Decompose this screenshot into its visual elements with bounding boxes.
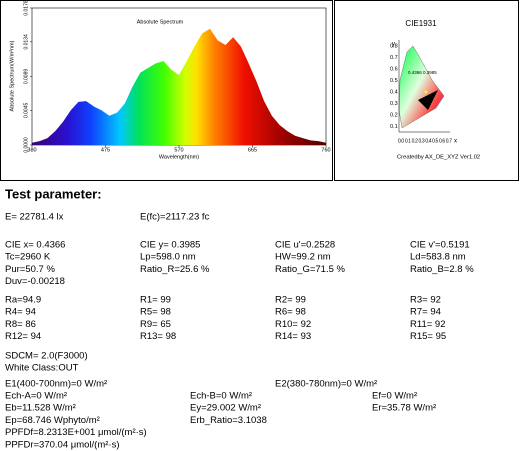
parameter: R12= 94 — [5, 331, 41, 342]
parameter: E= 22781.4 lx — [5, 212, 64, 223]
parameter: Duv=-0.00218 — [5, 276, 65, 287]
parameter: R2= 99 — [275, 295, 306, 306]
cie-y-tick-label: 0.5 — [390, 78, 398, 84]
spectrum-area — [32, 28, 326, 146]
parameter: R3= 92 — [410, 295, 441, 306]
y-tick-label: 0.0045 — [23, 103, 29, 119]
parameter: Ratio_R=25.6 % — [140, 264, 210, 275]
y-tick-label: 0.0178 — [23, 0, 29, 16]
parameter: Ech-B=0 W/m² — [190, 391, 252, 402]
cie-gamut — [418, 90, 438, 110]
parameter: CIE x= 0.4366 — [5, 240, 65, 251]
cie-point — [424, 90, 428, 94]
cie-y-tick-label: 0.3 — [390, 101, 398, 107]
cie-y-tick-label: 0.6 — [390, 66, 398, 72]
x-axis-label: Wavelength(nm) — [159, 154, 199, 160]
parameter: Ef=0 W/m² — [372, 391, 417, 402]
y-tick-label: 0.0134 — [23, 34, 29, 50]
y-tick-label: 0.0000 — [23, 137, 29, 153]
parameter: Ra=94.9 — [5, 295, 41, 306]
parameter: White Class:OUT — [5, 363, 79, 374]
parameter: CIE u'=0.2528 — [275, 240, 335, 251]
parameter: CIE y= 0.3985 — [140, 240, 200, 251]
parameter: Ey=29.002 W/m² — [190, 403, 261, 414]
parameter: R6= 98 — [275, 307, 306, 318]
parameter: R15= 95 — [410, 331, 446, 342]
x-tick-label: 760 — [321, 147, 330, 153]
cie-x-axis-label: x — [454, 139, 457, 145]
parameter: Erb_Ratio=3.1038 — [190, 415, 267, 426]
parameter: Eb=11.528 W/m² — [5, 403, 76, 414]
heading: Test parameter: — [5, 186, 102, 201]
parameter: Ratio_G=71.5 % — [275, 264, 346, 275]
parameter: R14= 93 — [275, 331, 311, 342]
parameter: PPFDr=370.04 μmol/(m²·s) — [5, 439, 119, 450]
y-axis-label: Absolute Spectrum(W/m²nm) — [9, 40, 15, 111]
parameter: HW=99.2 nm — [275, 252, 331, 263]
x-tick-label: 570 — [174, 147, 183, 153]
parameter: Er=35.78 W/m² — [372, 403, 436, 414]
parameter: Ld=583.8 nm — [410, 252, 466, 263]
x-tick-label: 665 — [248, 147, 257, 153]
parameter: R4= 94 — [5, 307, 36, 318]
cie-y-tick-label: 0.2 — [390, 112, 398, 118]
cie-footer: Createdby AX_DE_XYZ Ver1.02 — [397, 155, 480, 161]
parameter: R13= 98 — [140, 331, 176, 342]
parameter: Ratio_B=2.8 % — [410, 264, 474, 275]
parameter: R1= 99 — [140, 295, 171, 306]
parameter: Ep=68.746 Wphyto/m² — [5, 415, 100, 426]
x-tick-label: 475 — [101, 147, 110, 153]
parameter: CIE v'=0.5191 — [410, 240, 470, 251]
parameter: Lp=598.0 nm — [140, 252, 196, 263]
cie-y-tick-label: 0.1 — [390, 124, 398, 130]
parameter: R10= 92 — [275, 319, 311, 330]
parameter: PPFDf=8.2313E+001 μmol/(m²·s) — [5, 427, 147, 438]
cie-x-ticks: 0.0 0.1 0.2 0.3 0.4 0.5 0.6 0.7 — [398, 138, 452, 144]
spectrum-title: Absolute Spectrum — [137, 19, 184, 25]
parameter: R11= 92 — [410, 319, 445, 330]
x-tick-label: 380 — [27, 147, 36, 153]
parameter: Ech-A=0 W/m² — [5, 391, 67, 402]
parameter: R5= 98 — [140, 307, 171, 318]
parameter: E(fc)=2117.23 fc — [140, 212, 210, 223]
parameter: Tc=2960 K — [5, 252, 51, 263]
cie-title: CIE1931 — [405, 19, 437, 28]
cie-y-tick-label: 0.8 — [390, 43, 398, 49]
cie-y-tick-label: 0.7 — [390, 55, 398, 61]
parameter: R9= 65 — [140, 319, 171, 330]
cie-locus — [398, 45, 445, 129]
parameter: E1(400-700nm)=0 W/m² — [5, 379, 107, 390]
cie-point-label: 0.4366 0.3985 — [408, 70, 437, 75]
cie-y-tick-label: 0.4 — [390, 89, 398, 95]
parameter: R7= 94 — [410, 307, 441, 318]
parameter: Pur=50.7 % — [5, 264, 55, 275]
parameter: SDCM= 2.0(F3000) — [5, 351, 88, 362]
parameter: R8= 86 — [5, 319, 36, 330]
y-tick-label: 0.0089 — [23, 69, 29, 85]
parameter: E2(380-780nm)=0 W/m² — [275, 379, 377, 390]
cie-y-axis-label: y — [392, 42, 395, 48]
